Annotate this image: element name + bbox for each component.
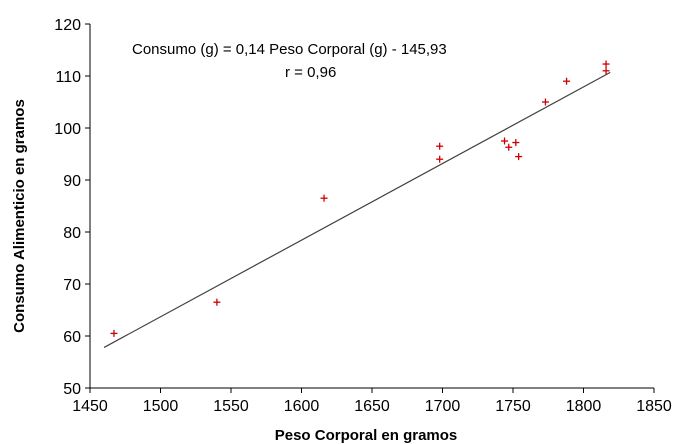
y-axis-title: Consumo Alimenticio en gramos: [11, 99, 28, 333]
trendline: [103, 71, 611, 348]
y-tick-label: 80: [63, 225, 81, 242]
data-point: [541, 98, 549, 106]
y-tick-label: 120: [54, 17, 81, 34]
data-point: [501, 137, 509, 145]
data-point: [320, 194, 328, 202]
y-tick-label: 110: [55, 69, 81, 86]
y-tick-label: 100: [54, 121, 81, 138]
x-tick-label: 1850: [636, 398, 672, 415]
data-points: [110, 60, 610, 337]
x-axis-title: Peso Corporal en gramos: [275, 427, 458, 444]
data-point: [505, 143, 513, 151]
data-point: [602, 60, 610, 68]
annotation-equation: Consumo (g) = 0,14 Peso Corporal (g) - 1…: [132, 41, 447, 58]
x-tick-label: 1750: [495, 398, 531, 415]
y-tick-label: 50: [63, 381, 81, 398]
data-point: [436, 155, 444, 163]
data-point: [515, 153, 523, 161]
trendline-group: [103, 71, 611, 348]
x-tick-label: 1550: [213, 398, 249, 415]
data-point: [602, 67, 610, 75]
x-tick-label: 1650: [354, 398, 390, 415]
x-tick-label: 1800: [566, 398, 602, 415]
data-point: [563, 77, 571, 85]
annotation-correlation: r = 0,96: [285, 64, 336, 81]
data-point: [213, 298, 221, 306]
data-point: [436, 142, 444, 150]
x-tick-label: 1450: [72, 398, 108, 415]
x-tick-label: 1600: [284, 398, 320, 415]
y-tick-label: 60: [63, 329, 81, 346]
axes: [89, 24, 654, 389]
x-tick-label: 1500: [143, 398, 179, 415]
data-point: [512, 139, 520, 147]
data-point: [110, 329, 118, 337]
y-tick-label: 90: [63, 173, 81, 190]
y-tick-label: 70: [63, 277, 81, 294]
x-tick-label: 1700: [425, 398, 461, 415]
ticks: 1450 1500 1550 1600 1650 1700 1750 1800 1850 50 60…: [54, 17, 672, 415]
